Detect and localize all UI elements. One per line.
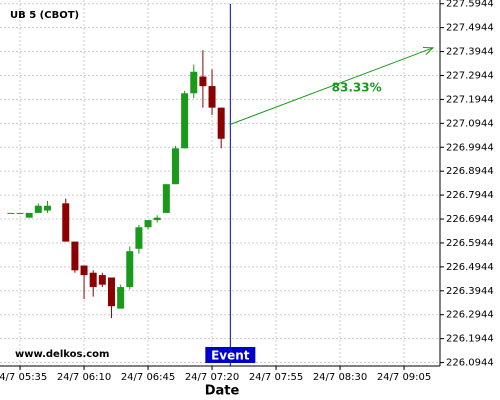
x-tick-label: 24/7 06:45 <box>121 372 175 383</box>
y-tick-label: 226.9944 <box>446 142 494 153</box>
y-tick-label: 226.7944 <box>446 190 494 201</box>
candle-body <box>217 107 225 139</box>
x-tick-label: 24/7 07:20 <box>185 372 239 383</box>
candle-body <box>117 287 125 309</box>
y-tick-label: 226.2944 <box>446 310 494 321</box>
watermark: www.delkos.com <box>15 349 109 360</box>
y-tick-label: 227.1944 <box>446 94 494 105</box>
x-tick-label: 24/7 06:10 <box>57 372 111 383</box>
candle-body <box>199 76 207 87</box>
candle-body <box>144 220 152 228</box>
x-axis-title: Date <box>205 384 240 399</box>
candle-body <box>190 71 198 94</box>
candle-body <box>153 217 161 221</box>
y-tick-label: 226.1944 <box>446 334 494 345</box>
event-box <box>205 347 256 363</box>
candle-body <box>71 241 79 271</box>
y-tick-label: 227.2944 <box>446 70 494 81</box>
y-tick-label: 226.6944 <box>446 214 494 225</box>
forecast-label: 83.33% <box>332 81 382 95</box>
y-tick-label: 227.0944 <box>446 118 494 129</box>
forecast-arrow <box>230 47 434 125</box>
candle-body <box>171 148 179 185</box>
candle-body <box>126 251 134 288</box>
x-tick-label: 24/7 08:30 <box>313 372 367 383</box>
y-tick-label: 226.5944 <box>446 238 494 249</box>
candle-body <box>62 203 70 242</box>
candle-body <box>16 212 24 214</box>
candle-body <box>89 272 97 288</box>
y-tick-label: 227.5944 <box>446 0 494 10</box>
y-tick-label: 227.3944 <box>446 47 494 58</box>
candle-body <box>7 212 15 214</box>
candle-body <box>34 205 42 213</box>
candle-body <box>162 184 170 213</box>
candle-body <box>208 86 216 108</box>
arrow-head <box>422 46 435 56</box>
candle-body <box>181 93 189 149</box>
x-tick-label: 24/7 09:05 <box>377 372 431 383</box>
y-tick-label: 226.8944 <box>446 166 494 177</box>
candle-body <box>107 277 115 307</box>
x-tick-label: 24/7 07:55 <box>249 372 303 383</box>
candle-body <box>135 227 143 249</box>
candle-body <box>43 205 51 211</box>
x-tick-label: 24/7 05:35 <box>0 372 47 383</box>
y-tick-label: 226.0944 <box>446 358 494 369</box>
y-tick-label: 227.4944 <box>446 23 494 34</box>
event-label: Event <box>211 349 250 363</box>
candle-body <box>98 275 106 285</box>
candle-body <box>25 212 33 218</box>
candle-body <box>80 265 88 276</box>
chart-title: UB 5 (CBOT) <box>10 10 79 21</box>
y-tick-label: 226.4944 <box>446 262 494 273</box>
y-tick-label: 226.3944 <box>446 286 494 297</box>
